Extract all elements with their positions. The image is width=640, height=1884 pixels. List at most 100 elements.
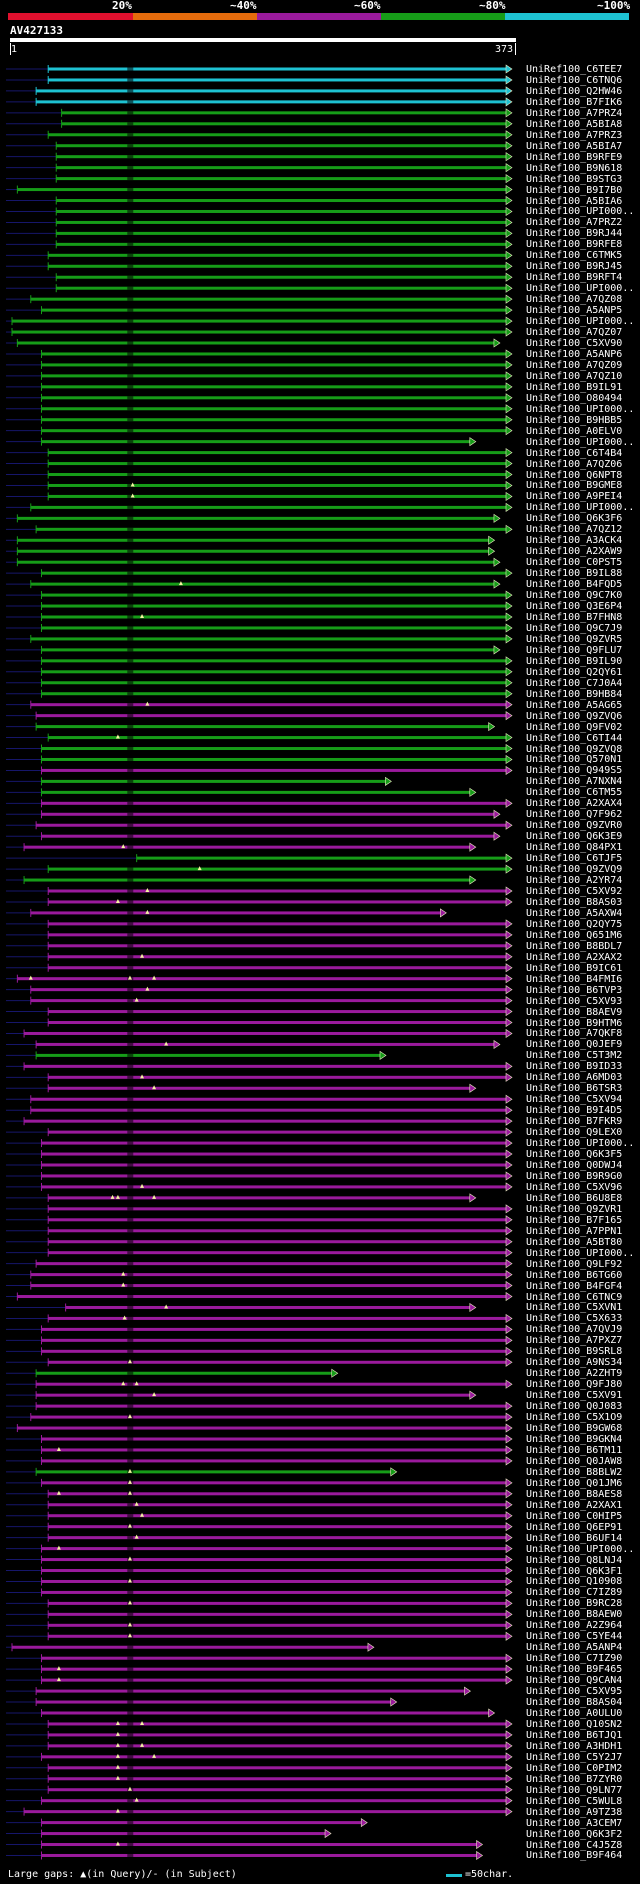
hit-label[interactable]: UniRef100_C5Y2J7 [526, 1751, 623, 1763]
hit-label[interactable]: UniRef100_B9F465 [526, 1664, 623, 1676]
hit-row[interactable] [6, 831, 501, 841]
hit-label[interactable]: UniRef100_Q3E6P4 [526, 601, 623, 613]
hit-label[interactable]: UniRef100_Q9LN77 [526, 1784, 623, 1796]
hit-row[interactable] [6, 765, 513, 776]
hit-label[interactable]: UniRef100_Q0JAW8 [526, 1455, 623, 1467]
hit-label[interactable]: UniRef100_Q9C7K0 [526, 590, 623, 602]
hit-label[interactable]: UniRef100_A5BIA8 [526, 118, 623, 130]
hit-row[interactable] [6, 360, 513, 370]
hit-row[interactable] [6, 206, 513, 217]
hit-label[interactable]: UniRef100_B9HB84 [526, 688, 623, 700]
hit-label[interactable]: UniRef100_C6T4B4 [526, 447, 623, 459]
hit-row[interactable] [6, 1127, 513, 1137]
hit-label[interactable]: UniRef100_Q6NPT8 [526, 469, 623, 481]
hit-label[interactable]: UniRef100_C0PIM2 [526, 1762, 623, 1774]
hit-label[interactable]: UniRef100_B9IL88 [526, 568, 623, 580]
hit-row[interactable] [6, 1807, 513, 1817]
hit-row[interactable] [6, 1313, 513, 1324]
hit-label[interactable]: UniRef100_B6TG60 [526, 1269, 623, 1281]
hit-row[interactable] [6, 1478, 513, 1488]
hit-row[interactable] [6, 1565, 513, 1576]
hit-row[interactable] [6, 502, 513, 512]
hit-label[interactable]: UniRef100_Q9FLU7 [526, 644, 623, 656]
hit-label[interactable]: UniRef100_Q2HW46 [526, 85, 623, 97]
hit-row[interactable] [6, 316, 513, 326]
hit-label[interactable]: UniRef100_A0ULU0 [526, 1708, 623, 1719]
hit-row[interactable] [6, 480, 513, 491]
hit-row[interactable] [6, 1697, 398, 1707]
hit-label[interactable]: UniRef100_B9IL90 [526, 655, 623, 667]
hit-label[interactable]: UniRef100_Q9ZVQ6 [526, 710, 623, 722]
hit-label[interactable]: UniRef100_B9RJ44 [526, 228, 623, 240]
hit-row[interactable] [6, 579, 501, 589]
hit-row[interactable] [6, 1017, 513, 1028]
hit-row[interactable] [6, 1752, 513, 1762]
hit-row[interactable] [6, 568, 513, 578]
hit-label[interactable]: UniRef100_B9RFT4 [526, 272, 623, 284]
hit-label[interactable]: UniRef100_B9RJ45 [526, 261, 623, 273]
hit-label[interactable]: UniRef100_Q0J083 [526, 1401, 623, 1413]
hit-row[interactable] [6, 1324, 513, 1334]
hit-row[interactable] [6, 75, 513, 85]
hit-row[interactable] [6, 1050, 387, 1060]
hit-label[interactable]: UniRef100_A2Z964 [526, 1620, 623, 1632]
hit-label[interactable]: UniRef100_A7QVJ9 [526, 1324, 623, 1336]
hit-row[interactable] [6, 152, 513, 162]
hit-row[interactable] [6, 108, 513, 118]
hit-row[interactable] [6, 678, 513, 688]
hit-row[interactable] [6, 952, 513, 962]
hit-row[interactable] [6, 1423, 513, 1433]
hit-row[interactable] [6, 1686, 471, 1696]
hit-row[interactable] [6, 776, 392, 786]
hit-label[interactable]: UniRef100_B7F165 [526, 1214, 623, 1226]
hit-row[interactable] [6, 1116, 513, 1126]
hit-row[interactable] [6, 371, 513, 381]
hit-row[interactable] [6, 174, 513, 184]
hit-row[interactable] [6, 656, 513, 666]
hit-row[interactable] [6, 1401, 513, 1411]
hit-row[interactable] [6, 448, 513, 458]
hit-row[interactable] [6, 1467, 398, 1477]
hit-row[interactable] [6, 1741, 513, 1751]
hit-label[interactable]: UniRef100_C0HIP5 [526, 1510, 623, 1522]
hit-row[interactable] [6, 590, 513, 600]
hit-label[interactable]: UniRef100_B9RFE9 [526, 151, 623, 163]
hit-row[interactable] [6, 546, 496, 556]
hit-label[interactable]: UniRef100_UPI000.. [526, 283, 635, 295]
hit-row[interactable] [6, 754, 513, 765]
hit-row[interactable] [6, 382, 513, 392]
hit-label[interactable]: UniRef100_A5ANP5 [526, 305, 623, 317]
hit-label[interactable]: UniRef100_B8BDL7 [526, 940, 623, 952]
hit-label[interactable]: UniRef100_O80494 [526, 392, 623, 404]
hit-label[interactable]: UniRef100_A5ANP4 [526, 1642, 623, 1654]
hit-row[interactable] [6, 864, 513, 874]
hit-label[interactable]: UniRef100_B9N618 [526, 162, 623, 174]
hit-label[interactable]: UniRef100_Q9LEX0 [526, 1127, 623, 1139]
hit-label[interactable]: UniRef100_Q0JEF9 [526, 1039, 623, 1051]
hit-label[interactable]: UniRef100_B6TM11 [526, 1444, 623, 1456]
hit-row[interactable] [6, 1576, 513, 1587]
hit-label[interactable]: UniRef100_A9TZ38 [526, 1806, 623, 1818]
hit-row[interactable] [6, 119, 513, 129]
hit-row[interactable] [6, 930, 513, 940]
hit-row[interactable] [6, 732, 513, 743]
hit-row[interactable] [6, 1259, 513, 1269]
hit-label[interactable]: UniRef100_Q6K3F1 [526, 1565, 623, 1577]
hit-label[interactable]: UniRef100_B7FKR9 [526, 1116, 623, 1128]
hit-row[interactable] [6, 1248, 513, 1258]
hit-row[interactable] [6, 1291, 513, 1302]
hit-row[interactable] [6, 985, 513, 995]
hit-row[interactable] [6, 787, 477, 797]
hit-row[interactable] [6, 1719, 513, 1729]
hit-label[interactable]: UniRef100_B4FMI6 [526, 973, 623, 985]
hit-label[interactable]: UniRef100_B9RFE8 [526, 239, 623, 251]
hit-row[interactable] [6, 1620, 513, 1630]
hit-row[interactable] [6, 491, 513, 502]
hit-label[interactable]: UniRef100_A7NXN4 [526, 776, 623, 788]
hit-row[interactable] [6, 1237, 513, 1247]
hit-label[interactable]: UniRef100_A0ELV0 [526, 425, 623, 437]
hit-label[interactable]: UniRef100_A3ACK4 [526, 535, 623, 547]
hit-row[interactable] [6, 524, 513, 534]
hit-label[interactable]: UniRef100_B9HBB5 [526, 414, 623, 426]
hit-row[interactable] [6, 239, 513, 249]
